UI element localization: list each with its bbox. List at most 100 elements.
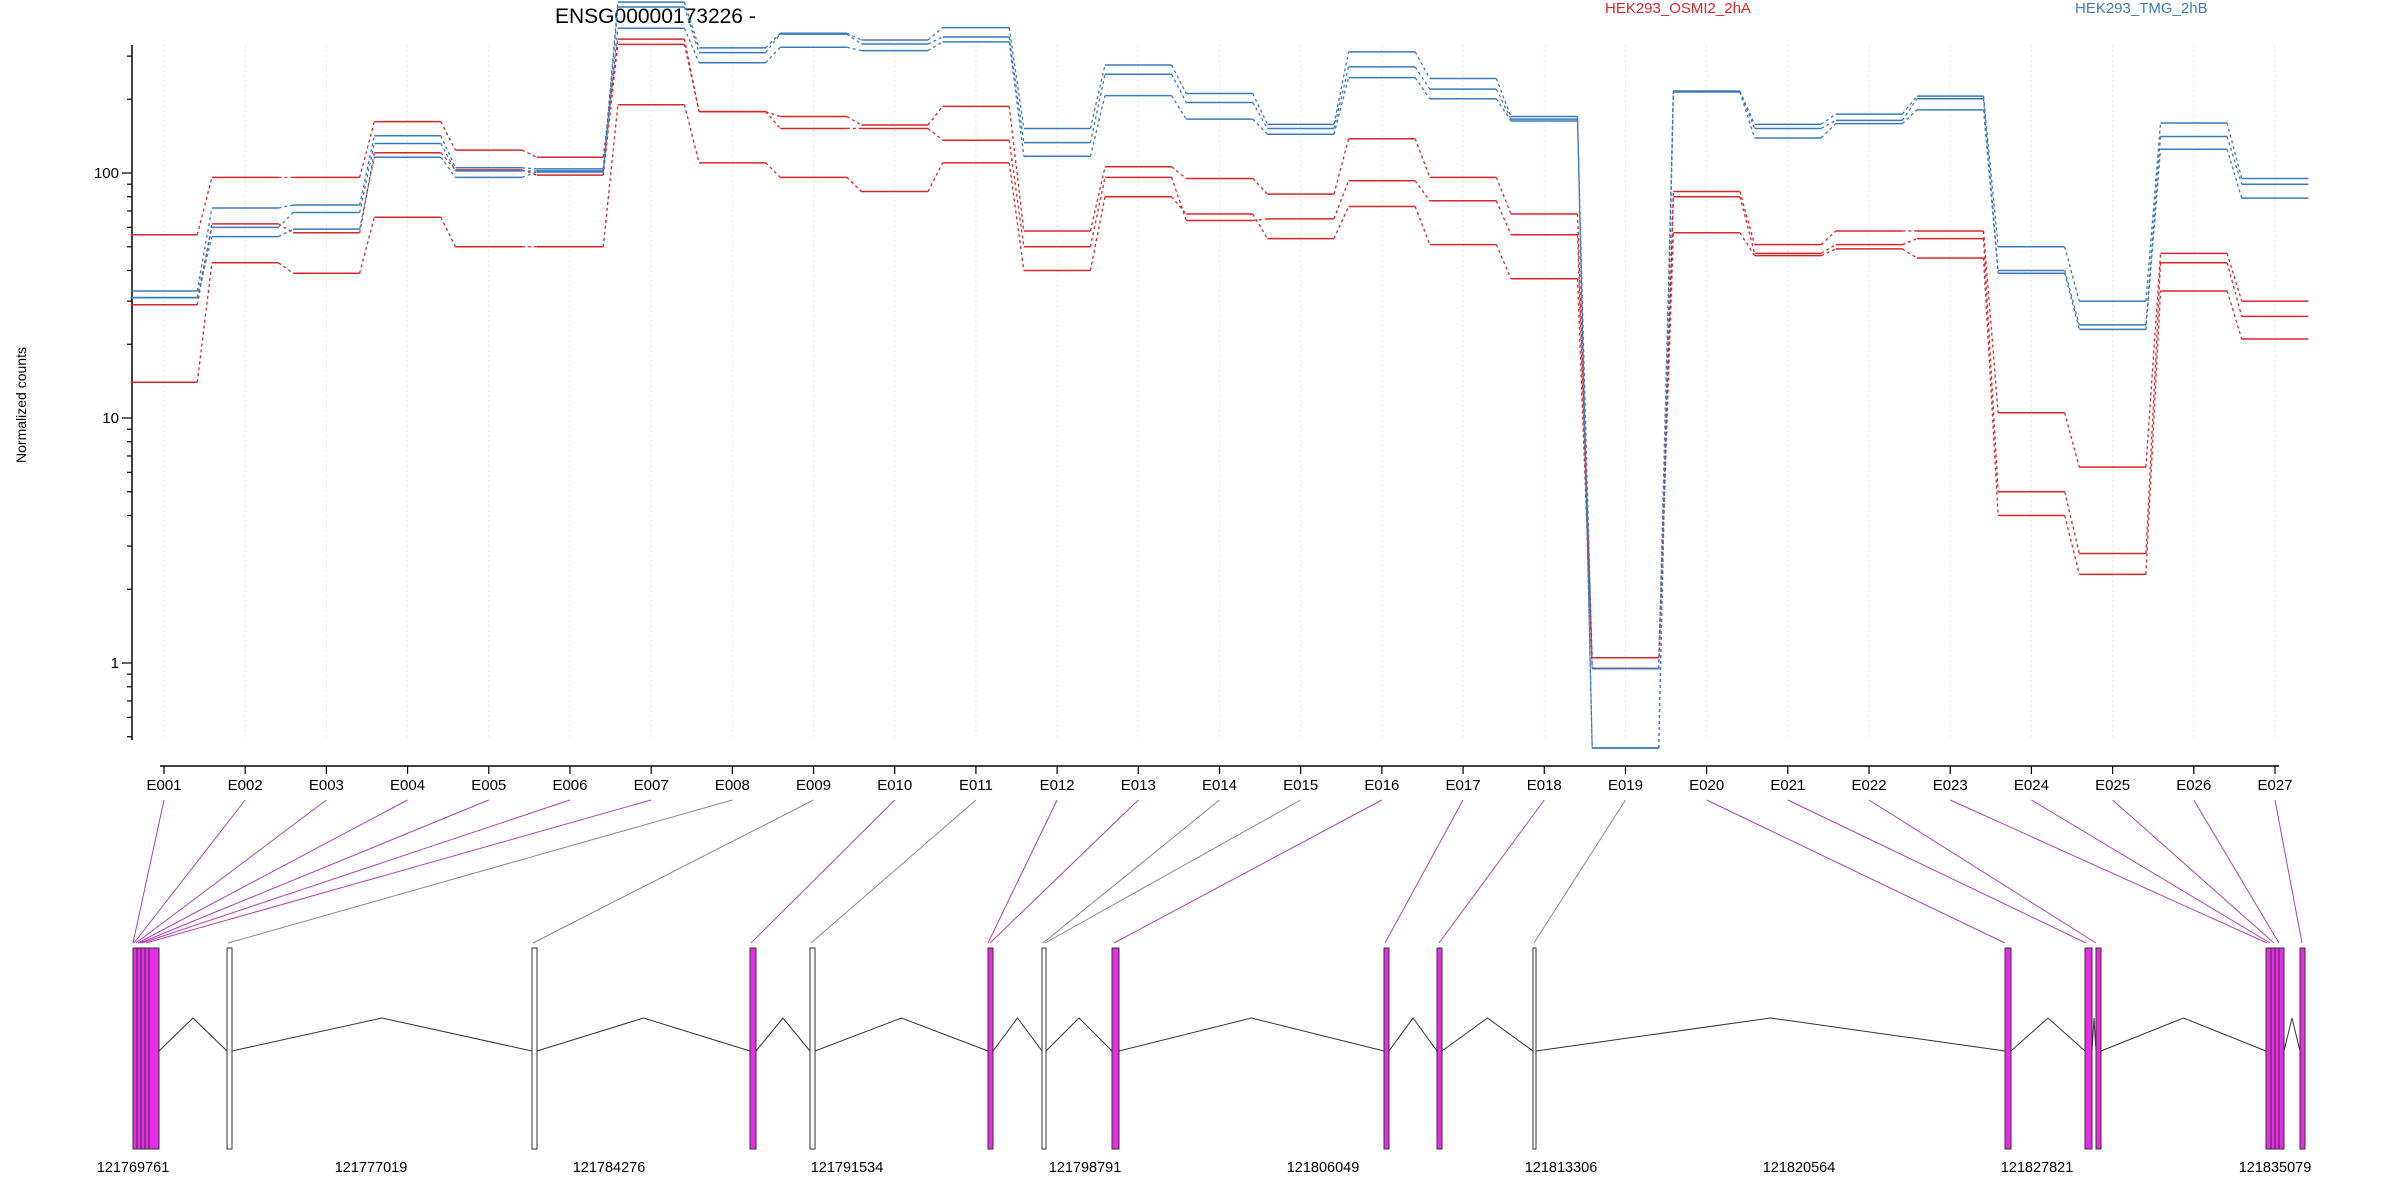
data-transition <box>1089 196 1106 271</box>
data-transition <box>927 162 944 192</box>
data-transition <box>927 36 943 45</box>
data-transition <box>1820 113 1837 125</box>
data-transition <box>1171 95 1187 120</box>
data-transition <box>1170 177 1187 221</box>
legend-entry-osmi2: HEK293_OSMI2_2hA <box>1605 0 1751 17</box>
x-tick-label: E005 <box>471 777 506 794</box>
data-transition <box>1089 74 1106 143</box>
coordinate-label: 121806049 <box>1287 1160 1360 1176</box>
x-tick-label: E011 <box>959 777 993 794</box>
exon-tested <box>1111 947 1120 1150</box>
data-transition <box>1739 191 1756 245</box>
data-transition <box>1089 177 1106 247</box>
data-transition <box>2226 122 2243 179</box>
genomic-coordinate-labels: 121769761 121777019 121784276 121791534 1217… <box>97 1160 2312 1176</box>
exon-connector <box>1868 799 2097 944</box>
x-tick-label: E012 <box>1040 777 1075 794</box>
coordinate-label: 121777019 <box>335 1160 408 1176</box>
exon-connector <box>133 799 246 944</box>
data-transition <box>2145 290 2162 575</box>
data-transition <box>1658 92 1675 669</box>
data-transition <box>2145 149 2162 330</box>
intron <box>755 1017 811 1052</box>
intron <box>814 1017 989 1052</box>
x-tick-label: E010 <box>877 777 912 794</box>
data-transition <box>521 149 537 158</box>
data-transition <box>1008 27 1025 129</box>
data-transition <box>927 105 944 126</box>
exon-untested <box>226 947 233 1150</box>
data-transition <box>846 46 862 52</box>
data-transition <box>1901 248 1918 259</box>
intron <box>992 1017 1043 1052</box>
x-tick-label: E025 <box>2095 777 2130 794</box>
coordinate-label: 121784276 <box>573 1160 646 1176</box>
data-transition <box>683 27 700 63</box>
data-transition <box>1171 64 1187 94</box>
data-transition <box>1333 77 1350 135</box>
y-axis: 1 10 100 <box>94 45 133 740</box>
intron <box>1535 1017 2006 1052</box>
exon-connector <box>1384 799 1464 944</box>
data-transition <box>1820 119 1837 130</box>
coordinate-label: 121827821 <box>2001 1160 2074 1176</box>
data-transition <box>2064 491 2080 554</box>
data-transition <box>1171 196 1187 215</box>
data-transition <box>1008 41 1025 157</box>
chart-title: ENSG00000173226 - <box>555 5 756 28</box>
exon-connector <box>2274 799 2303 944</box>
data-transition <box>1982 238 1999 492</box>
x-tick-label: E003 <box>309 777 344 794</box>
intron <box>1441 1017 1534 1052</box>
data-transition <box>1982 98 1999 271</box>
data-transition <box>927 41 943 52</box>
data-transition <box>522 167 537 170</box>
exon-tested <box>2095 947 2102 1150</box>
data-transition <box>1414 180 1431 202</box>
data-transition <box>1008 140 1025 247</box>
x-tick-label: E013 <box>1121 777 1156 794</box>
exon-untested <box>809 947 816 1150</box>
data-transition <box>440 121 457 151</box>
data-transition <box>765 162 781 178</box>
data-transition <box>1333 138 1350 195</box>
exon-connector <box>1113 799 1383 944</box>
y-tick-label: 10 <box>102 410 119 427</box>
data-transition <box>1333 66 1350 129</box>
data-transition <box>278 262 294 274</box>
series-red-2 <box>130 103 2309 670</box>
data-transition <box>359 143 375 213</box>
y-axis-label: Normalized counts <box>13 347 29 463</box>
data-transition <box>683 44 700 112</box>
data-transition <box>1576 278 1593 669</box>
exon-connector <box>987 799 1058 944</box>
data-transition <box>1008 106 1025 232</box>
y-tick-label: 1 <box>111 655 119 672</box>
x-tick-label: E004 <box>390 777 425 794</box>
x-tick-label: E006 <box>552 777 587 794</box>
data-transition <box>2064 412 2080 468</box>
intron <box>2010 1017 2086 1052</box>
x-tick-label: E024 <box>2014 777 2049 794</box>
data-transition <box>765 111 781 129</box>
data-transition <box>1252 218 1268 222</box>
exon-connector <box>750 799 896 944</box>
data-transition <box>2226 290 2243 340</box>
data-transition <box>1171 166 1187 179</box>
intron <box>2091 1017 2097 1052</box>
data-transition <box>602 2 619 169</box>
coordinate-label: 121769761 <box>97 1160 170 1176</box>
data-transition <box>1576 120 1593 669</box>
vertical-grid <box>163 45 2276 740</box>
data-transition <box>602 44 619 176</box>
exon-tested <box>2299 947 2306 1150</box>
intron-lines <box>158 1017 2301 1052</box>
intron <box>1388 1017 1438 1052</box>
intron <box>231 1017 533 1052</box>
data-transition <box>1495 200 1512 235</box>
data-transition <box>1820 123 1837 139</box>
data-transition <box>2064 273 2080 330</box>
data-transition <box>1089 166 1106 232</box>
data-transition <box>2145 262 2162 554</box>
